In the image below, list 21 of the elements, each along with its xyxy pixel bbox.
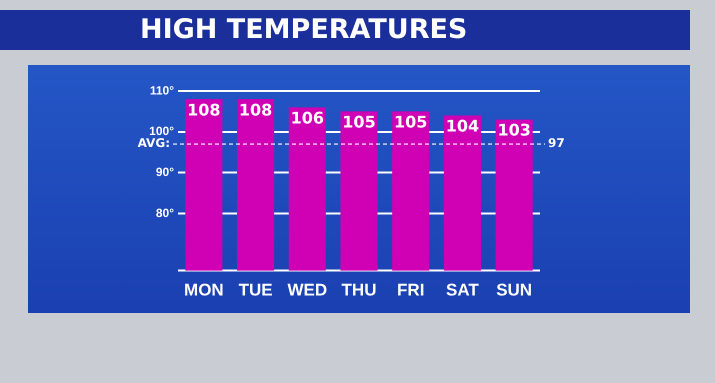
y-tick-label: 80°: [156, 206, 174, 220]
x-tick-label: TUE: [238, 280, 273, 300]
x-tick-label: THU: [342, 280, 376, 300]
y-tick-label: 100°: [149, 124, 174, 138]
data-label: 105: [394, 112, 428, 132]
data-label: 108: [187, 100, 221, 120]
text: 97: [548, 136, 565, 150]
data-label: 105: [342, 112, 376, 132]
y-tick-label: 90°: [156, 164, 174, 179]
x-tick-label: SUN: [496, 280, 532, 300]
data-label: 103: [497, 120, 531, 140]
data-label: 108: [238, 100, 272, 120]
chart-title: HIGH TEMPERATURES: [140, 14, 468, 45]
data-label: 104: [446, 116, 480, 136]
x-tick-label: SAT: [446, 280, 480, 300]
x-tick-label: WED: [287, 280, 328, 300]
x-tick-label: MON: [184, 280, 224, 300]
y-tick-label: 110°: [150, 83, 174, 98]
x-tick-label: FRI: [397, 280, 424, 300]
ref-line-label: AVG:: [138, 136, 170, 150]
data-label: 106: [290, 108, 324, 128]
